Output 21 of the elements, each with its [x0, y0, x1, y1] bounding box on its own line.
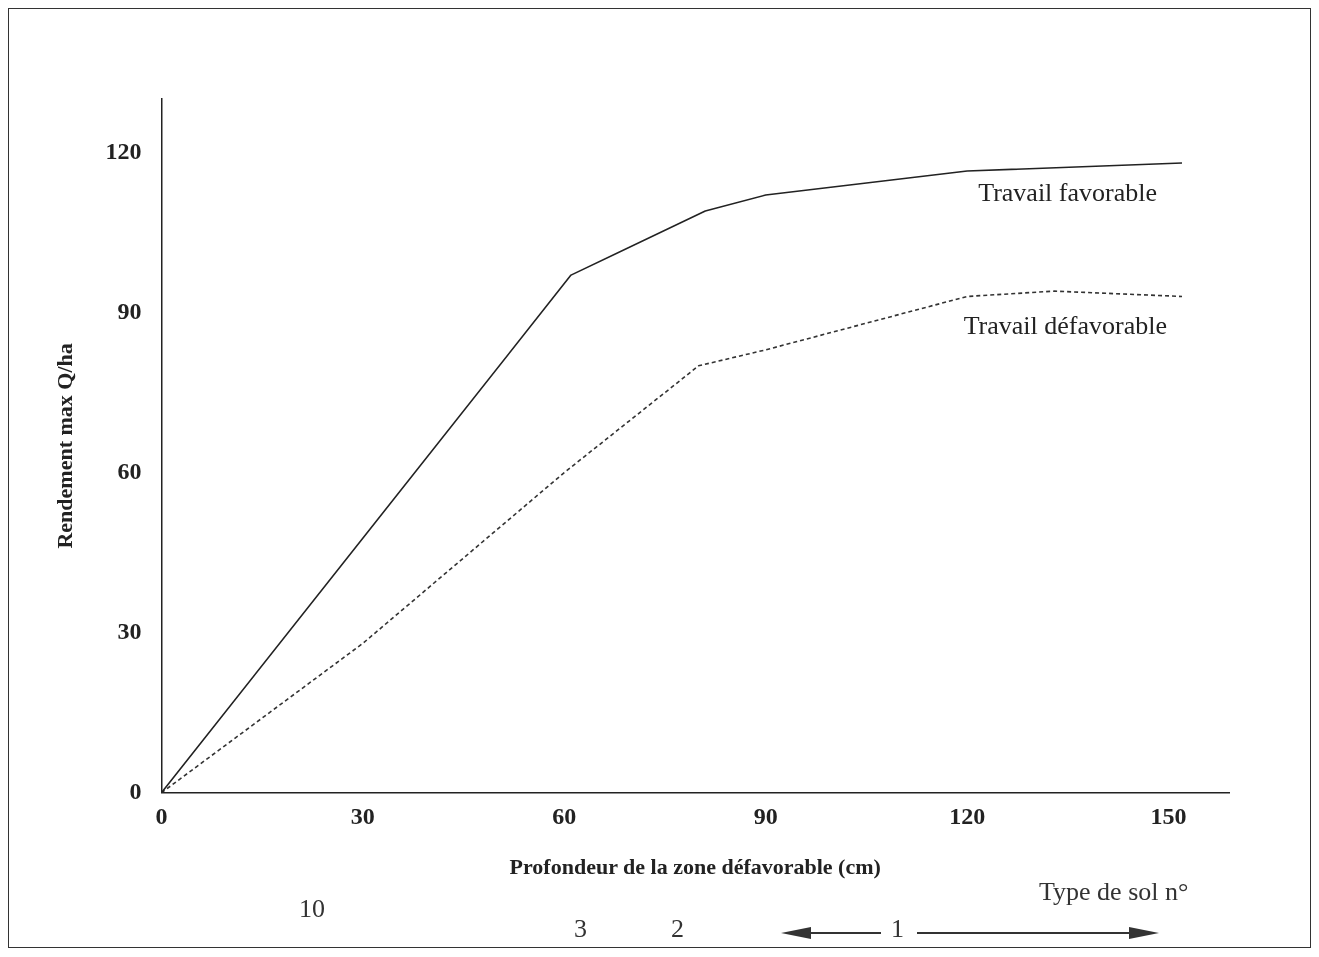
x-tick-label: 90 — [753, 803, 778, 830]
text: 1 — [891, 914, 904, 944]
y-axis-title: Rendement max Q/ha — [51, 343, 77, 549]
x-tick-label: 0 — [155, 803, 168, 830]
y-tick-label: 90 — [117, 297, 142, 324]
x-tick-label: 150 — [1150, 803, 1187, 830]
y-tick-label: 30 — [117, 617, 142, 644]
y-tick-label: 60 — [117, 457, 142, 484]
x-tick-label: 30 — [350, 803, 375, 830]
x-tick-label: 60 — [552, 803, 577, 830]
series-label: Travail favorable — [978, 177, 1157, 207]
text: 10 — [299, 894, 325, 924]
line-series — [161, 290, 1183, 793]
x-axis-title: Profondeur de la zone défavorable (cm) — [509, 854, 881, 880]
text: 2 — [671, 914, 684, 944]
text: Type de sol n° — [1039, 877, 1189, 907]
series-label: Travail défavorable — [963, 311, 1167, 341]
y-tick-label: 0 — [129, 778, 142, 804]
x-tick-label: 120 — [949, 803, 986, 830]
y-tick-label: 120 — [105, 137, 142, 164]
text: 3 — [574, 914, 587, 944]
